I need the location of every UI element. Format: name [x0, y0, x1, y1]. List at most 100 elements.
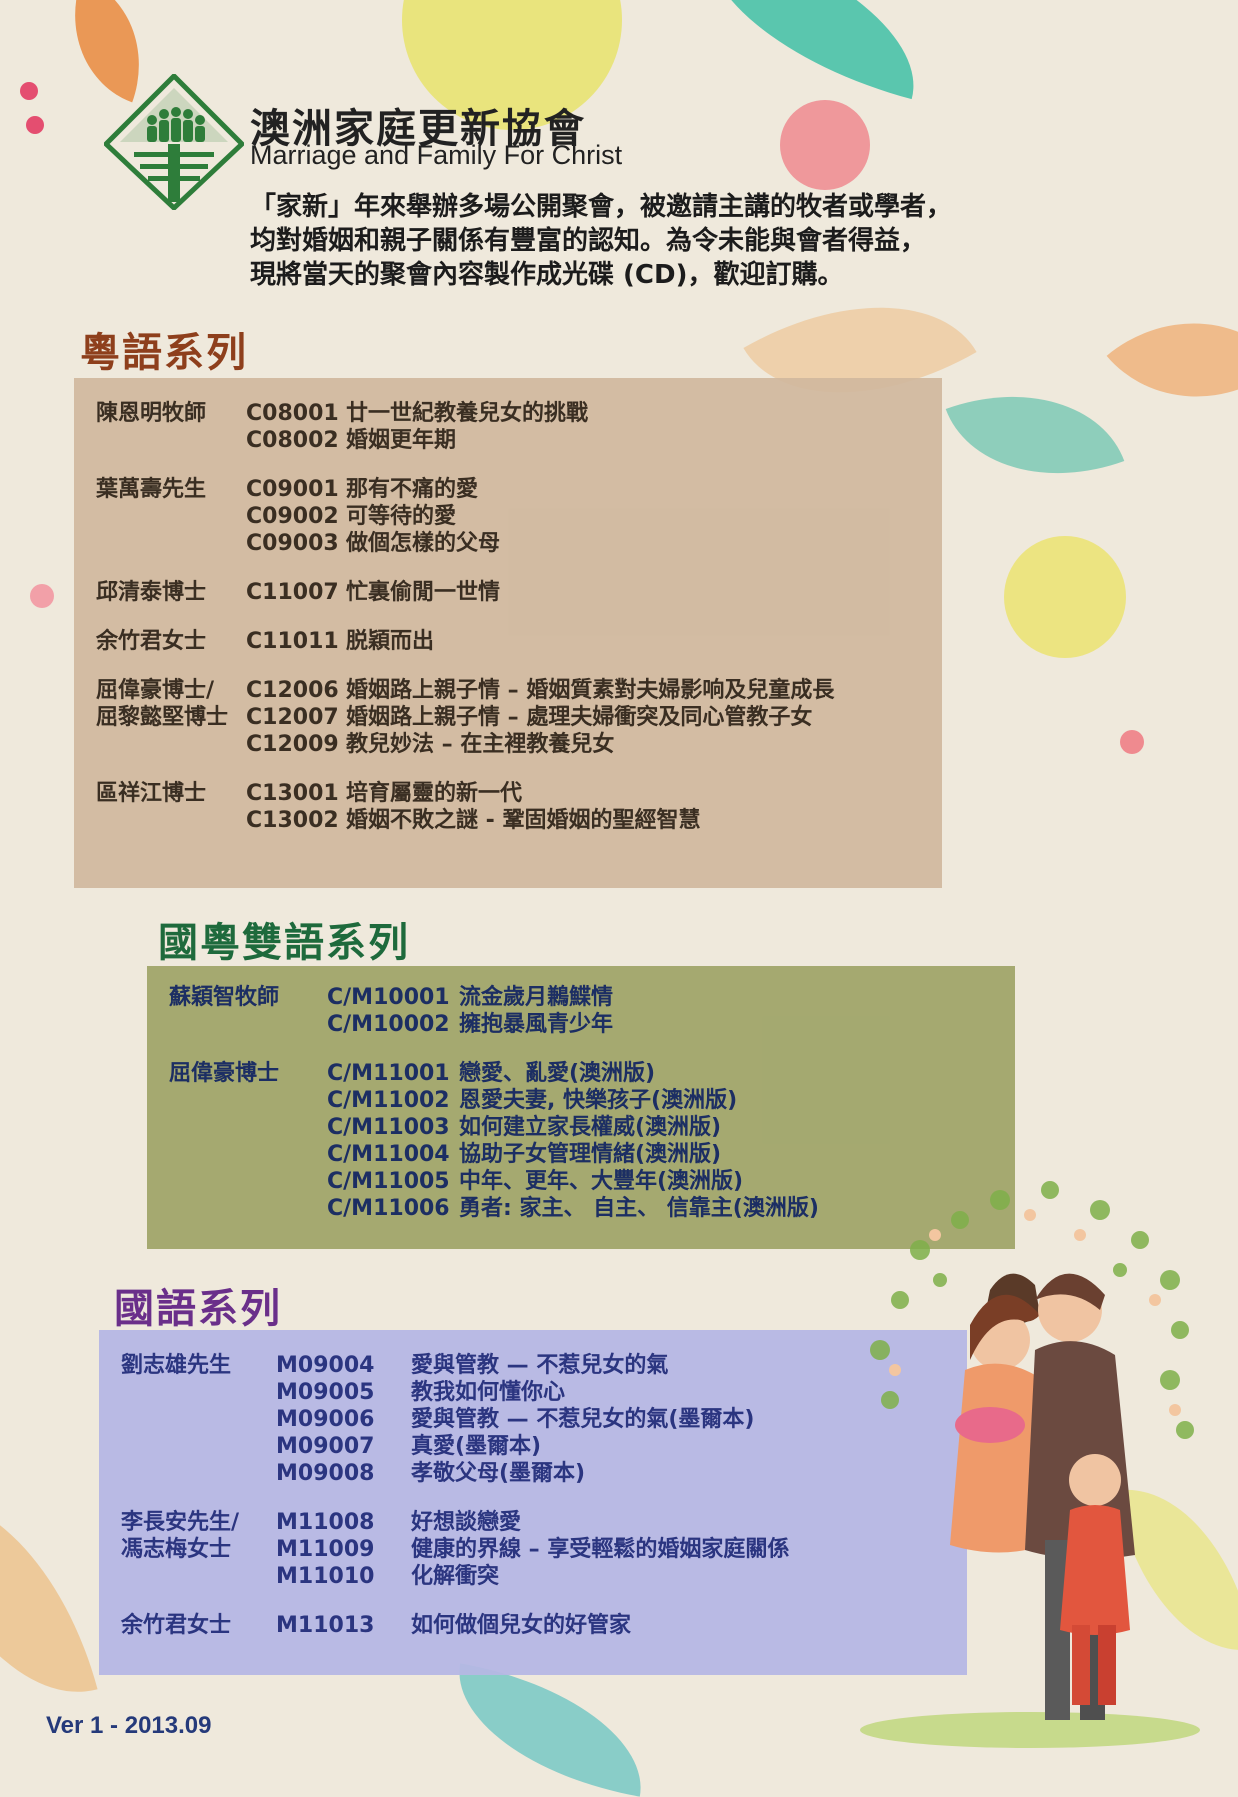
cd-item: C/M11001 戀愛、亂愛(澳洲版) [327, 1060, 655, 1087]
cd-code: C13002 [246, 808, 339, 833]
cd-item: C/M11002 恩愛夫妻, 快樂孩子(澳洲版) [327, 1087, 737, 1114]
speaker-group: 余竹君女士 C11011 脱穎而出 [96, 628, 936, 655]
cd-title: 協助子女管理情緒(澳洲版) [459, 1142, 722, 1167]
mandarin-series-panel: 劉志雄先生 M09004 愛與管教 — 不惹兒女的氣 M09005 教我如何懂你心 M09… [99, 1330, 967, 1675]
cd-item: M09008 孝敬父母(墨爾本) [276, 1460, 585, 1487]
cd-code: C/M11006 [327, 1196, 450, 1221]
speaker-name-line: 葉萬壽先生 [96, 477, 207, 502]
cd-code: M09008 [276, 1461, 375, 1486]
cantonese-series-title: 粵語系列 [80, 330, 248, 376]
cd-item: C/M10002 擁抱暴風青少年 [327, 1011, 613, 1038]
cd-title: 教兒妙法 – 在主裡教養兒女 [346, 732, 615, 757]
cd-code: C11011 [246, 629, 339, 654]
speaker-name-line: 余竹君女士 [121, 1613, 232, 1638]
leaf-decoration [1106, 272, 1238, 448]
cd-item: C/M11004 協助子女管理情緒(澳洲版) [327, 1141, 721, 1168]
cd-code: C/M11004 [327, 1142, 450, 1167]
circle-decoration [780, 100, 870, 190]
cd-title: 忙裏偷閒一世情 [346, 580, 501, 605]
speaker-name: 余竹君女士 [121, 1612, 231, 1639]
cd-title: 好想談戀愛 [411, 1510, 522, 1535]
cd-code: C08002 [246, 428, 339, 453]
cd-code: C09002 [246, 504, 339, 529]
speaker-name: 屈偉豪博士/屈黎懿堅博士 [96, 677, 228, 731]
cantonese-series-panel: 陳恩明牧師 C08001 廿一世紀教養兒女的挑戰 C08002 婚姻更年期葉萬壽先生 C0… [74, 378, 942, 888]
cd-title: 培育屬靈的新一代 [346, 781, 523, 806]
cd-title: 婚姻路上親子情 – 處理夫婦衝突及同心管教子女 [346, 705, 813, 730]
cd-code: C/M11001 [327, 1061, 450, 1086]
cd-title: 婚姻不敗之謎 - 鞏固婚姻的聖經智慧 [346, 808, 701, 833]
cd-title: 恩愛夫妻, 快樂孩子(澳洲版) [459, 1088, 738, 1113]
circle-decoration [20, 82, 38, 100]
cd-item: C11007 忙裏偷閒一世情 [246, 579, 500, 606]
cd-item: C/M11003 如何建立家長權威(澳洲版) [327, 1114, 721, 1141]
bilingual-series-title: 國粵雙語系列 [158, 920, 410, 966]
cd-title: 戀愛、亂愛(澳洲版) [459, 1061, 656, 1086]
cd-title: 廿一世紀教養兒女的挑戰 [346, 401, 589, 426]
cd-code: M09005 [276, 1380, 375, 1405]
cd-item: C12009 教兒妙法 – 在主裡教養兒女 [246, 731, 614, 758]
cd-code: M11010 [276, 1564, 375, 1589]
cd-code: M11008 [276, 1510, 375, 1535]
cd-title: 愛與管教 — 不惹兒女的氣(墨爾本) [411, 1407, 755, 1432]
cd-code: C12007 [246, 705, 339, 730]
intro-line: 「家新」年來舉辦多場公開聚會，被邀請主講的牧者或學者， [250, 192, 953, 222]
cd-title: 流金歲月鶼鰈情 [459, 985, 614, 1010]
circle-decoration [30, 584, 54, 608]
cd-title: 婚姻路上親子情 – 婚姻質素對夫婦影响及兒童成長 [346, 678, 835, 703]
cd-item: C12006 婚姻路上親子情 – 婚姻質素對夫婦影响及兒童成長 [246, 677, 834, 704]
speaker-group: 邱清泰博士 C11007 忙裏偷閒一世情 [96, 579, 936, 606]
cd-title: 愛與管教 — 不惹兒女的氣 [411, 1353, 669, 1378]
mandarin-series-title: 國語系列 [114, 1286, 282, 1332]
cd-code: M11009 [276, 1537, 375, 1562]
cd-item: C13001 培育屬靈的新一代 [246, 780, 522, 807]
cd-item: C09003 做個怎樣的父母 [246, 530, 500, 557]
speaker-name-line: 劉志雄先生 [121, 1353, 232, 1378]
speaker-name-line: 區祥江博士 [96, 781, 207, 806]
speaker-name: 葉萬壽先生 [96, 476, 206, 503]
speaker-group: 葉萬壽先生 C09001 那有不痛的愛 C09002 可等待的愛 C09003 做個怎樣的父… [96, 476, 936, 557]
speaker-group: 屈偉豪博士 C/M11001 戀愛、亂愛(澳洲版) C/M11002 恩愛夫妻, 快樂孩… [169, 1060, 1009, 1222]
cd-code: C11007 [246, 580, 339, 605]
leaf-decoration [0, 1467, 98, 1723]
bilingual-series-panel: 蘇穎智牧師 C/M10001 流金歲月鶼鰈情 C/M10002 擁抱暴風青少年 屈偉豪博士… [147, 966, 1015, 1249]
cd-title: 婚姻更年期 [346, 428, 457, 453]
cd-item: M11009 健康的界線 – 享受輕鬆的婚姻家庭關係 [276, 1536, 789, 1563]
cd-code: M09007 [276, 1434, 375, 1459]
cd-code: C/M10001 [327, 985, 450, 1010]
speaker-name-line: 余竹君女士 [96, 629, 207, 654]
cd-code: C09003 [246, 531, 339, 556]
cd-item: C09001 那有不痛的愛 [246, 476, 478, 503]
cd-item: C08001 廿一世紀教養兒女的挑戰 [246, 400, 588, 427]
speaker-name-line: 屈偉豪博士 [169, 1061, 280, 1086]
speaker-group: 余竹君女士 M11013 如何做個兒女的好管家 [121, 1612, 961, 1639]
cd-item: M09006 愛與管教 — 不惹兒女的氣(墨爾本) [276, 1406, 754, 1433]
speaker-name-line: 馮志梅女士 [121, 1537, 232, 1562]
cd-title: 如何做個兒女的好管家 [411, 1613, 632, 1638]
cd-code: M11013 [276, 1613, 375, 1638]
speaker-group: 蘇穎智牧師 C/M10001 流金歲月鶼鰈情 C/M10002 擁抱暴風青少年 [169, 984, 1009, 1038]
cd-title: 那有不痛的愛 [346, 477, 479, 502]
cd-title: 化解衝突 [411, 1564, 500, 1589]
cd-title: 做個怎樣的父母 [346, 531, 501, 556]
cd-code: C/M11002 [327, 1088, 450, 1113]
organization-name-chinese: 澳洲家庭更新協會 [250, 106, 586, 152]
leaf-decoration [945, 357, 1125, 513]
family-illustration [860, 1181, 1200, 1748]
speaker-group: 陳恩明牧師 C08001 廿一世紀教養兒女的挑戰 C08002 婚姻更年期 [96, 400, 936, 454]
cd-title: 可等待的愛 [346, 504, 457, 529]
cd-title: 擁抱暴風青少年 [459, 1012, 614, 1037]
speaker-group: 區祥江博士 C13001 培育屬靈的新一代 C13002 婚姻不敗之謎 - 鞏固婚姻的聖… [96, 780, 936, 834]
speaker-name-line: 邱清泰博士 [96, 580, 207, 605]
cd-item: C12007 婚姻路上親子情 – 處理夫婦衝突及同心管教子女 [246, 704, 812, 731]
circle-decoration [1120, 730, 1144, 754]
intro-paragraph: 「家新」年來舉辦多場公開聚會，被邀請主講的牧者或學者， 均對婚姻和親子關係有豐富… [250, 190, 1090, 292]
cd-item: M11010 化解衝突 [276, 1563, 499, 1590]
leaf-decoration [442, 1663, 658, 1797]
cd-code: C13001 [246, 781, 339, 806]
cd-item: C13002 婚姻不敗之謎 - 鞏固婚姻的聖經智慧 [246, 807, 700, 834]
speaker-name: 陳恩明牧師 [96, 400, 206, 427]
intro-line: 均對婚姻和親子關係有豐富的認知。為令未能與會者得益， [250, 226, 927, 256]
speaker-name-line: 李長安先生/ [121, 1510, 240, 1535]
circle-decoration [1004, 536, 1126, 658]
